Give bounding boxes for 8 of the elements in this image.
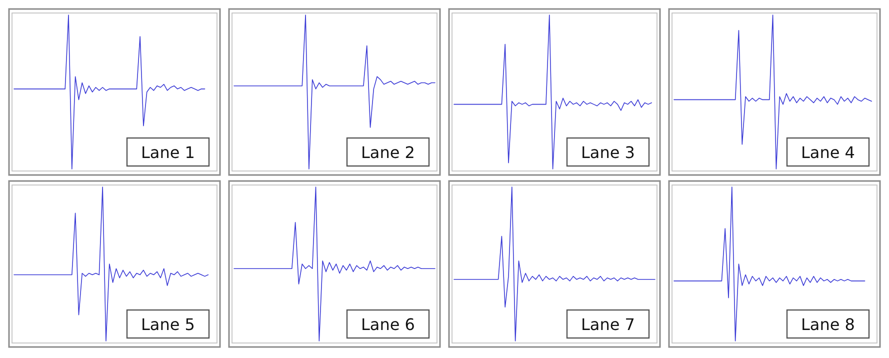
text: Lane 3	[581, 143, 635, 162]
text: Lane 2	[361, 143, 415, 162]
text: Lane 5	[141, 315, 195, 334]
text: Lane 1	[141, 143, 195, 162]
text: Lane 4	[801, 143, 855, 162]
text: Lane 7	[581, 315, 635, 334]
text: Lane 6	[361, 315, 415, 334]
text: Lane 8	[801, 315, 855, 334]
